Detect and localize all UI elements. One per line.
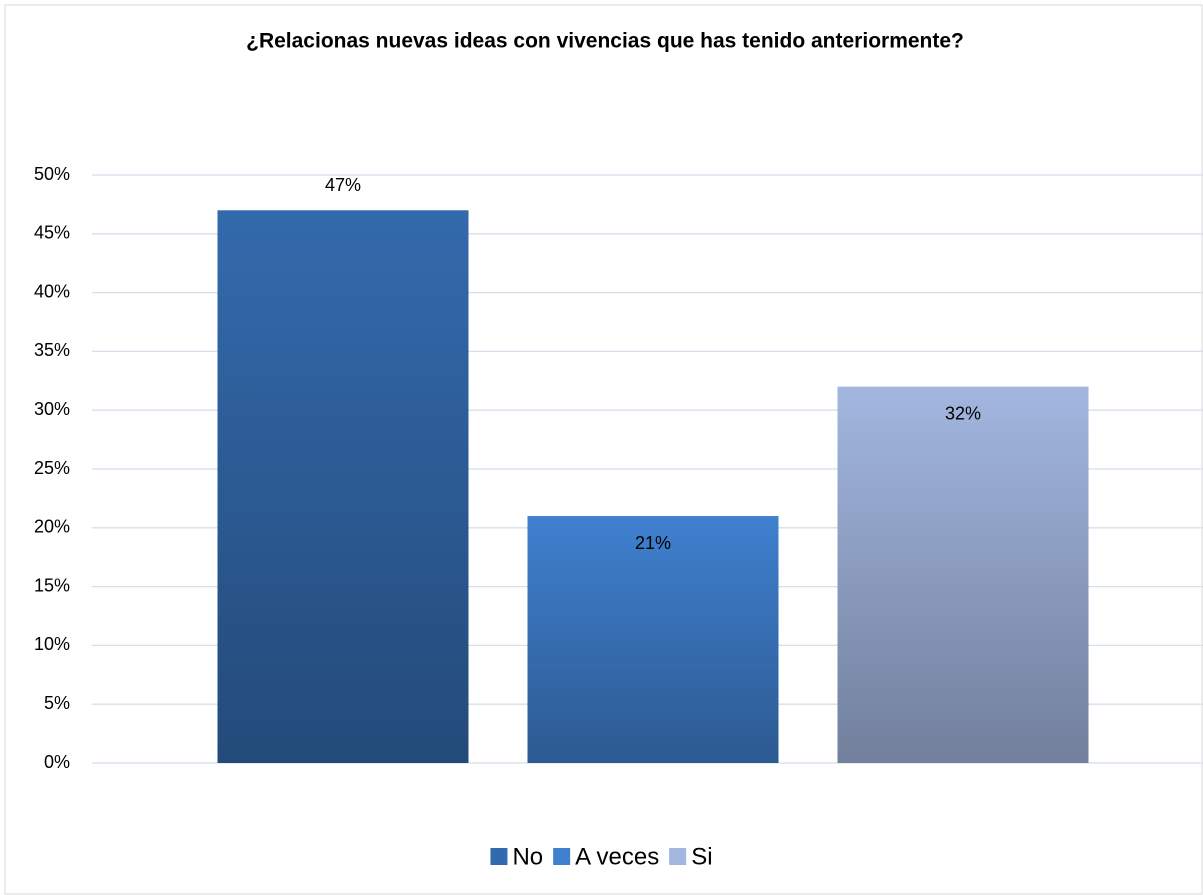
y-tick-label: 45% (34, 223, 70, 243)
y-tick-label: 40% (34, 281, 70, 301)
chart-title: ¿Relacionas nuevas ideas con vivencias q… (246, 30, 964, 53)
legend-swatch (490, 848, 508, 865)
legend-label: No (512, 843, 543, 870)
y-tick-label: 35% (34, 340, 70, 360)
legend-item: No (490, 843, 543, 870)
bar (527, 516, 779, 763)
bar (217, 210, 469, 763)
y-tick-label: 15% (34, 575, 70, 595)
y-tick-label: 5% (44, 693, 70, 713)
legend-item: A veces (553, 843, 659, 870)
legend-swatch (553, 848, 571, 865)
legend-label: Si (691, 843, 712, 870)
legend-swatch (669, 848, 687, 865)
y-tick-label: 50% (34, 164, 70, 184)
legend-label: A veces (575, 843, 659, 870)
y-tick-label: 0% (44, 752, 70, 772)
data-label: 21% (635, 533, 671, 553)
legend-item: Si (669, 843, 713, 870)
data-label: 32% (945, 403, 981, 423)
y-tick-label: 20% (34, 517, 70, 537)
y-tick-label: 25% (34, 458, 70, 478)
data-label: 47% (325, 175, 361, 195)
y-tick-label: 30% (34, 399, 70, 419)
y-tick-label: 10% (34, 634, 70, 654)
bar (837, 386, 1089, 763)
